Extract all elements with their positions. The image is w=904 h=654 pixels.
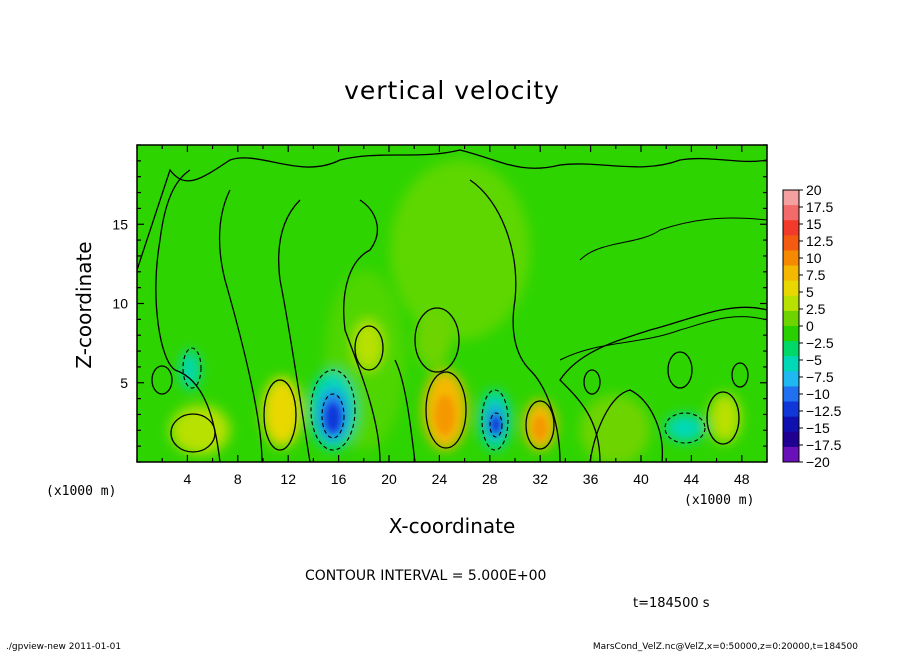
x-tick-label: 16 xyxy=(331,471,347,487)
x-tick-label: 32 xyxy=(532,471,548,487)
field-cores xyxy=(326,395,547,440)
colorbar-label: −17.5 xyxy=(806,437,842,453)
colorbar-swatch xyxy=(783,310,799,327)
x-unit-label-right: (x1000 m) xyxy=(684,493,755,508)
x-unit-label-left: (x1000 m) xyxy=(46,484,117,499)
colorbar-swatch xyxy=(783,190,799,206)
x-tick-label: 24 xyxy=(432,471,448,487)
x-tick-labels: 4 8 12 16 20 24 28 32 36 40 44 48 xyxy=(184,471,750,487)
x-tick-label: 8 xyxy=(234,471,242,487)
y-tick-marks xyxy=(137,144,767,463)
colorbar-label: 5 xyxy=(806,284,814,300)
footer-right: MarsCond_VelZ.nc@VelZ,x=0:50000,z=0:2000… xyxy=(592,642,858,652)
footer-left: ./gpview-new 2011-01-01 xyxy=(6,642,122,652)
x-tick-label: 20 xyxy=(381,471,397,487)
y-tick-labels: 5 10 15 xyxy=(112,216,128,391)
y-tick-label: 5 xyxy=(120,375,128,391)
colorbar-swatch xyxy=(783,326,799,342)
x-tick-label: 36 xyxy=(583,471,599,487)
y-tick-label: 15 xyxy=(112,216,128,232)
colorbar-swatch xyxy=(783,446,799,463)
colorbar-swatch xyxy=(783,401,799,418)
colorbar-label: 20 xyxy=(806,182,822,198)
colorbar-label: −12.5 xyxy=(806,403,842,419)
colorbar-swatch xyxy=(783,205,799,221)
contour-interval-label: CONTOUR INTERVAL = 5.000E+00 xyxy=(305,568,547,584)
x-axis-label: X-coordinate xyxy=(388,514,516,538)
x-tick-label: 48 xyxy=(734,471,750,487)
negative-contours xyxy=(182,347,706,451)
colorbar-swatch xyxy=(783,220,799,236)
colorbar-swatch xyxy=(783,295,799,312)
colorbar-swatch xyxy=(783,386,799,403)
contour-lines xyxy=(137,149,767,462)
colorbar-label: −7.5 xyxy=(806,369,834,385)
colorbar-label: 7.5 xyxy=(806,267,826,283)
colorbar-label: 17.5 xyxy=(806,199,833,215)
x-tick-label: 40 xyxy=(633,471,649,487)
colorbar-swatch xyxy=(783,280,799,297)
colorbar-label: −20 xyxy=(806,454,830,470)
colorbar-label: 12.5 xyxy=(806,233,833,249)
chart-title: vertical velocity xyxy=(344,76,560,105)
colorbar-swatch xyxy=(783,235,799,251)
y-tick-label: 10 xyxy=(112,296,128,312)
colorbar-label: −10 xyxy=(806,386,830,402)
x-tick-label: 12 xyxy=(280,471,296,487)
colorbar-label: 15 xyxy=(806,216,822,232)
colorbar-label: −5 xyxy=(806,352,822,368)
colorbar-label: 2.5 xyxy=(806,301,826,317)
x-tick-label: 28 xyxy=(482,471,498,487)
x-tick-label: 4 xyxy=(184,471,192,487)
time-label: t=184500 s xyxy=(633,596,710,611)
colorbar-label: 0 xyxy=(806,318,814,334)
colorbar-label: −2.5 xyxy=(806,335,834,351)
colorbar-swatch xyxy=(783,356,799,372)
colorbar-swatch xyxy=(783,250,799,267)
colorbar-label: 10 xyxy=(806,250,822,266)
colorbar-swatch xyxy=(783,371,799,387)
colorbar-swatch xyxy=(783,431,799,448)
colorbar: 2017.51512.5107.552.50−2.5−5−7.5−10−12.5… xyxy=(782,182,842,470)
colorbar-swatch xyxy=(783,341,799,357)
y-axis-label: Z-coordinate xyxy=(72,241,96,369)
x-tick-marks xyxy=(136,145,768,462)
x-tick-label: 44 xyxy=(684,471,700,487)
colorbar-swatch xyxy=(783,265,799,282)
colorbar-label: −15 xyxy=(806,420,830,436)
colorbar-swatch xyxy=(783,416,799,433)
